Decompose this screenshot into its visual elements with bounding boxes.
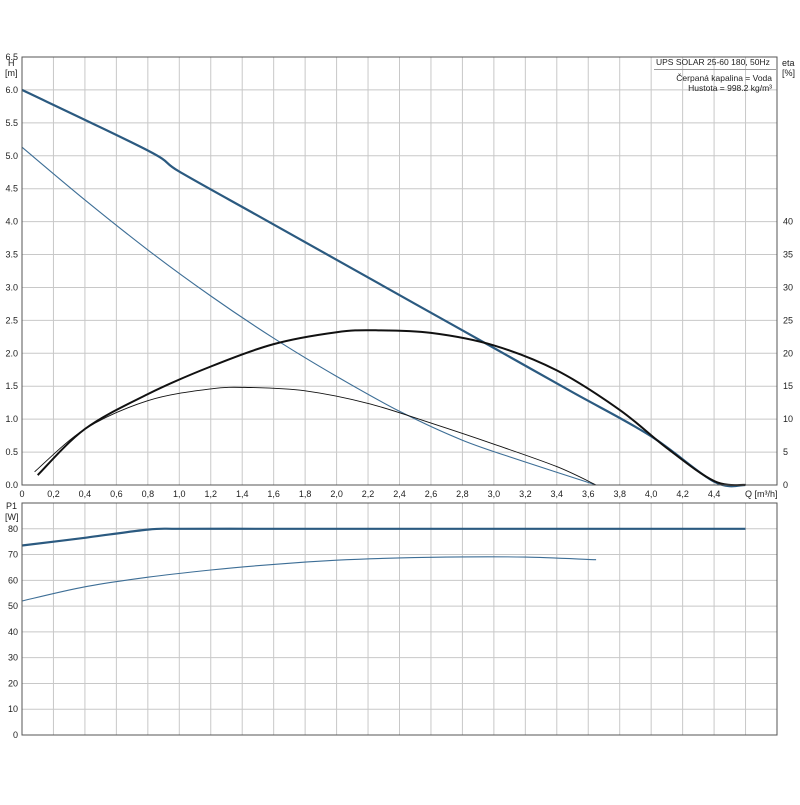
efficiency-tick-label: 40: [783, 217, 793, 227]
head-tick-label: 3.0: [5, 282, 18, 292]
head-tick-label: 4.0: [5, 217, 18, 227]
power-tick-label: 0: [13, 730, 18, 740]
flow-tick-label: 3,2: [519, 489, 532, 499]
head-tick-label: 2.0: [5, 348, 18, 358]
power-tick-label: 30: [8, 653, 18, 663]
head-axis-unit: [m]: [5, 68, 18, 78]
flow-tick-label: 0: [19, 489, 24, 499]
flow-tick-label: 4,0: [645, 489, 658, 499]
flow-tick-label: 4,4: [708, 489, 721, 499]
head-ticks: 0.0 0.5 1.0 1.5 2.0 2.5 3.0 3.5 4.0 4.5 5.0 5.5 6.0 6…: [5, 52, 793, 499]
flow-tick-label: 1,4: [236, 489, 249, 499]
pump-info-box: UPS SOLAR 25-60 180, 50Hz Čerpaná kapali…: [654, 57, 776, 94]
flow-tick-label: 2,4: [393, 489, 406, 499]
flow-tick-label: 1,2: [204, 489, 217, 499]
head-tick-label: 1.0: [5, 414, 18, 424]
efficiency-tick-label: 10: [783, 414, 793, 424]
flow-tick-label: 2,2: [362, 489, 375, 499]
power-tick-label: 40: [8, 627, 18, 637]
power-frame: [21, 502, 778, 736]
efficiency-tick-label: 5: [783, 447, 788, 457]
power-tick-label: 70: [8, 550, 18, 560]
efficiency-axis-symbol: eta: [782, 58, 795, 68]
head-series: [21, 88, 746, 488]
head-curve-2: [21, 146, 597, 486]
power-tick-label: 50: [8, 601, 18, 611]
power-grid: [21, 503, 778, 736]
head-tick-label: 6.5: [5, 52, 18, 62]
head-tick-label: 1.5: [5, 381, 18, 391]
power-tick-label: 80: [8, 524, 18, 534]
flow-tick-label: 3,4: [551, 489, 564, 499]
head-tick-label: 6.0: [5, 85, 18, 95]
efficiency-tick-label: 35: [783, 250, 793, 260]
head-tick-label: 3.5: [5, 250, 18, 260]
flow-tick-label: 1,6: [267, 489, 280, 499]
head-tick-label: 0.0: [5, 480, 18, 490]
head-frame: [21, 56, 778, 486]
flow-tick-label: 0,2: [47, 489, 60, 499]
flow-tick-label: 4,2: [676, 489, 689, 499]
power-tick-label: 20: [8, 678, 18, 688]
power-series: [21, 527, 746, 602]
power-curve-1: [21, 527, 746, 547]
head-tick-label: 5.0: [5, 151, 18, 161]
flow-tick-label: 1,0: [173, 489, 186, 499]
flow-tick-label: 3,0: [488, 489, 501, 499]
flow-tick-label: 0,8: [142, 489, 155, 499]
power-ticks: 0 10 20 30 40 50 60 70 80: [8, 524, 18, 740]
efficiency-tick-label: 20: [783, 348, 793, 358]
flow-tick-label: 2,0: [330, 489, 343, 499]
efficiency-tick-label: 0: [783, 480, 788, 490]
flow-tick-label: 2,6: [425, 489, 438, 499]
density-label: Hustota = 998.2 kg/m³: [688, 83, 772, 93]
flow-tick-label: 2,8: [456, 489, 469, 499]
flow-tick-label: 0,6: [110, 489, 123, 499]
flow-tick-label: 3,8: [613, 489, 626, 499]
efficiency-tick-label: 25: [783, 315, 793, 325]
fluid-label: Čerpaná kapalina = Voda: [676, 72, 772, 83]
head-curve-4: [34, 386, 597, 486]
power-axis-unit: [W]: [5, 512, 19, 522]
power-tick-label: 60: [8, 575, 18, 585]
efficiency-tick-label: 30: [783, 282, 793, 292]
power-axis-symbol: P1: [6, 501, 17, 511]
flow-tick-label: 0,4: [79, 489, 92, 499]
efficiency-tick-label: 15: [783, 381, 793, 391]
flow-tick-label: 1,8: [299, 489, 312, 499]
flow-tick-label: 3,6: [582, 489, 595, 499]
head-tick-label: 4.5: [5, 184, 18, 194]
head-tick-label: 2.5: [5, 315, 18, 325]
head-tick-label: 0.5: [5, 447, 18, 457]
power-curve-2: [21, 556, 597, 602]
pump-model-title: UPS SOLAR 25-60 180, 50Hz: [654, 57, 776, 70]
flow-axis-label: Q [m³/h]: [745, 489, 778, 499]
power-tick-label: 10: [8, 704, 18, 714]
head-tick-label: 5.5: [5, 118, 18, 128]
efficiency-axis-unit: [%]: [782, 68, 795, 78]
head-axis-symbol: H: [8, 58, 15, 68]
head-curve-3: [37, 329, 746, 487]
